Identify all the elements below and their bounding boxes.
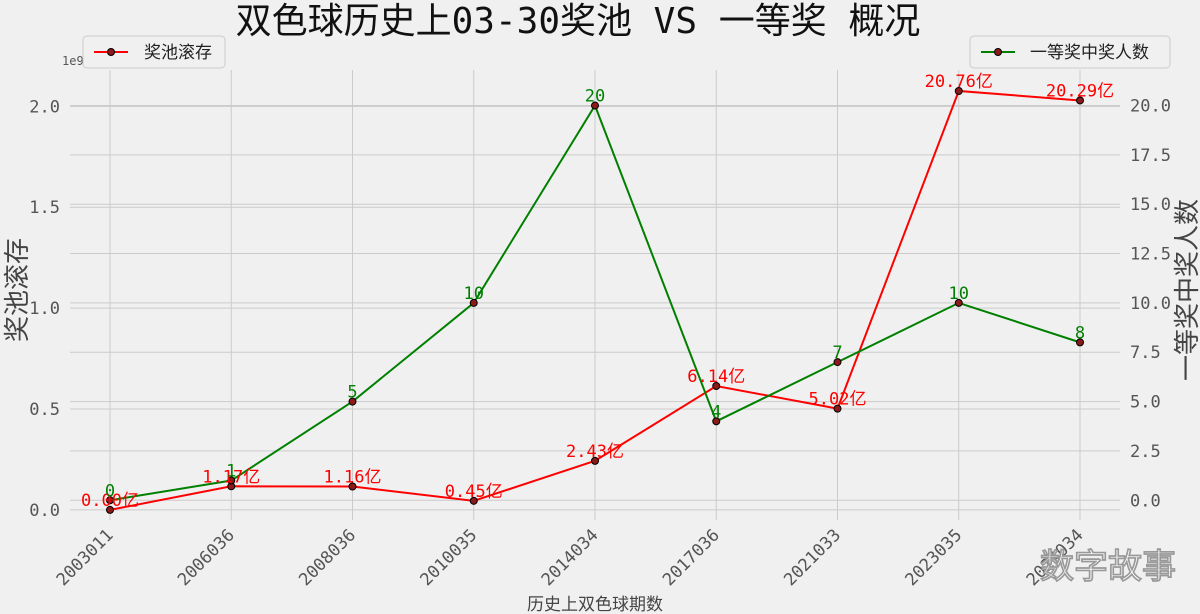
data-point-1 [591,101,599,110]
x-tick-label: 2010035 [416,525,481,590]
right-y-tick-label: 7.5 [1130,343,1161,363]
right-axis-label: 一等奖中奖人数 [1173,199,1200,381]
x-tick-label: 2003011 [53,525,118,590]
legend-label-winners: 一等奖中奖人数 [1030,43,1149,63]
data-label-0: 0.45亿 [445,482,503,502]
data-label-0: 20.29亿 [1046,81,1114,101]
data-label-0: 1.16亿 [324,468,382,488]
data-point-0 [712,382,721,391]
data-label-0: 5.02亿 [809,390,867,410]
right-y-tick-label: 12.5 [1130,245,1171,265]
data-point-1 [712,417,721,426]
data-labels: 0.00亿 1.17亿 1.16亿 0.45亿 2.43亿 6.14亿 5.02亿 20.76… [81,72,1114,511]
data-point-1 [348,397,357,406]
right-y-tick-label: 2.5 [1130,442,1161,462]
legend-label-pool: 奖池滚存 [144,43,212,63]
data-point-1 [833,358,842,367]
data-point-0 [348,482,357,491]
right-y-tick-label: 20.0 [1130,97,1171,117]
data-label-0: 2.43亿 [566,442,624,462]
data-label-0: 0.00亿 [81,491,139,511]
data-point-1 [106,496,114,505]
left-y-tick-label: 2.0 [29,97,60,117]
legend-marker-green [994,48,1002,56]
left-y-tick-label: 0.5 [29,400,60,420]
data-point-0 [106,505,114,514]
x-tick-label: 2021033 [780,525,845,590]
x-tick-label: 2008036 [295,525,360,590]
left-y-tick-label: 1.0 [29,299,60,319]
x-tick-label: 2023035 [901,525,966,590]
data-label-0: 6.14亿 [687,367,745,387]
data-label-1: 0 [105,481,115,501]
x-tick-label: 2014034 [538,525,603,590]
data-label-1: 10 [464,284,484,304]
watermark-text: 数字故事 [1040,547,1176,587]
data-label-1: 4 [711,402,721,422]
data-label-1: 1 [226,462,236,482]
data-point-1 [1076,338,1084,347]
series [106,86,1084,514]
right-y-tick-label: 17.5 [1130,146,1171,166]
left-axis-label: 奖池滚存 [3,238,33,342]
data-point-1 [469,298,478,307]
data-point-1 [227,476,236,485]
x-tick-label: 2017036 [659,525,724,590]
data-label-0: 1.17亿 [202,467,260,487]
left-y-tick-label: 0.0 [29,501,60,521]
data-point-0 [591,456,599,465]
data-label-1: 8 [1075,323,1085,343]
legend-right: 一等奖中奖人数 [969,35,1171,69]
data-label-1: 7 [832,343,842,363]
left-y-tick-label: 1.5 [29,198,60,218]
data-label-1: 5 [347,383,357,403]
right-y-tick-label: 0.0 [1130,491,1161,511]
data-point-0 [954,86,963,95]
data-label-0: 20.76亿 [925,72,993,92]
chart-title: 双色球历史上03-30奖池 VS 一等奖 概况 [236,1,921,42]
x-tick-label: 2006036 [174,525,239,590]
x-axis-label: 历史上双色球期数 [527,595,663,614]
data-label-1: 10 [949,284,969,304]
right-y-tick-label: 15.0 [1130,195,1171,215]
right-y-tick-label: 10.0 [1130,294,1171,314]
data-label-1: 20 [585,87,605,107]
axes: 2003011 2006036 2008036 2010035 2014034 20170… [29,97,1171,591]
data-point-1 [954,298,963,307]
legend-marker-red [107,48,115,56]
legend-left: 奖池滚存 [82,35,226,69]
data-point-0 [833,404,842,413]
data-point-0 [469,496,478,505]
left-axis-offset-text: 1e9 [62,54,84,68]
right-y-tick-label: 5.0 [1130,393,1161,413]
data-point-0 [1076,96,1084,105]
